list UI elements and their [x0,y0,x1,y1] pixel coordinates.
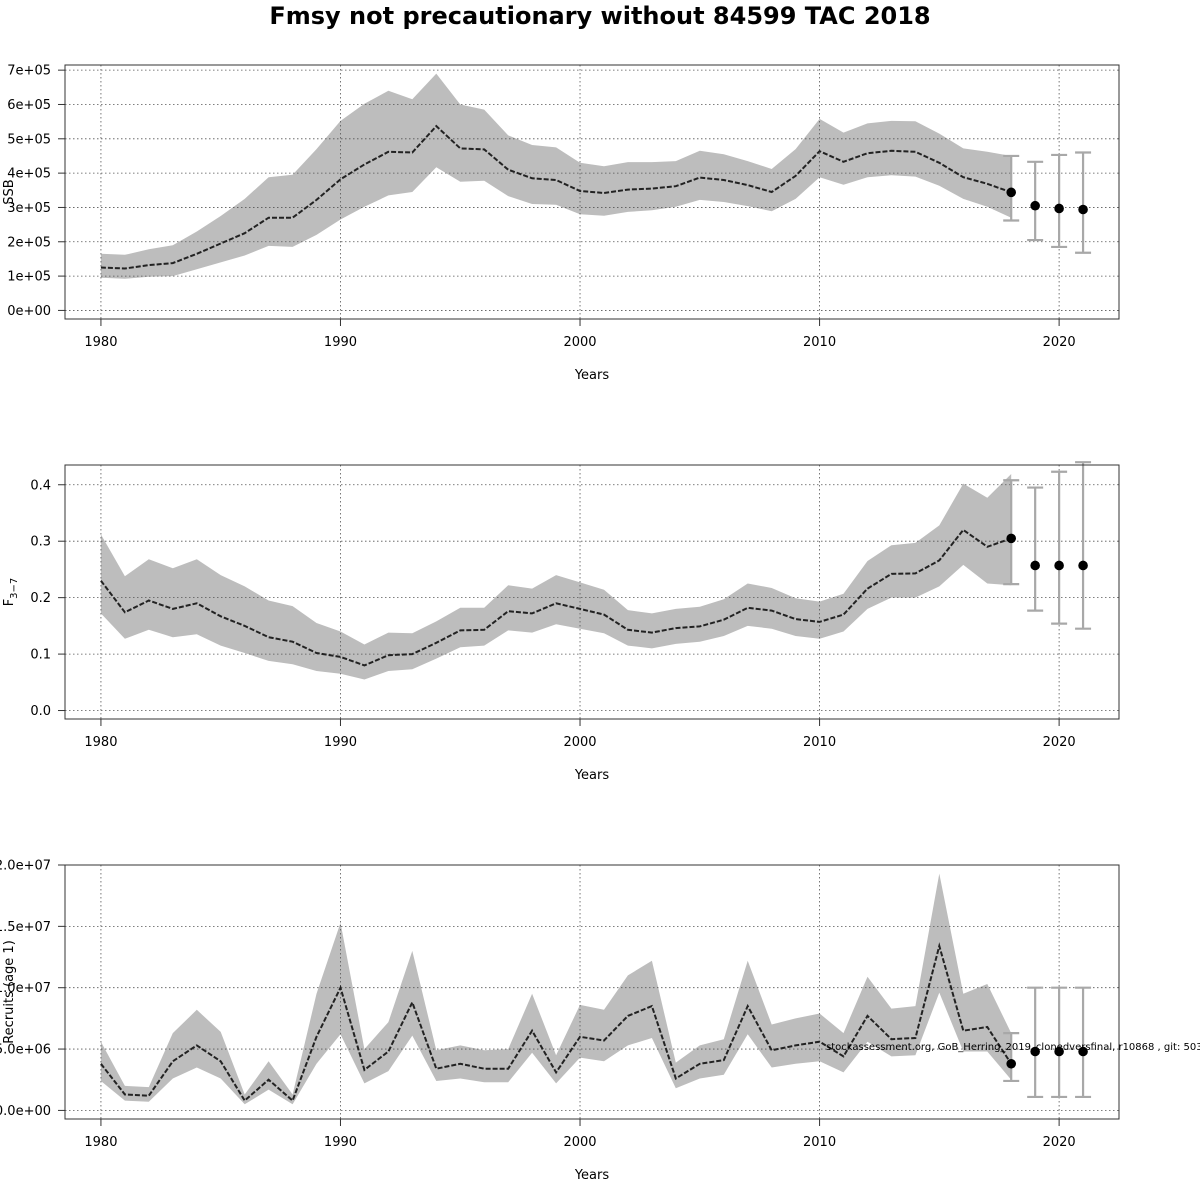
x-tick-label: 2000 [563,735,596,750]
y-tick-label: 3e+05 [7,201,51,216]
plot-frame [64,864,1120,1120]
x-axis-label: Years [574,768,610,783]
y-axis-label: SSB [2,179,17,204]
estimate-line [100,528,1012,667]
x-tick-label: 2020 [1043,1135,1076,1150]
y-tick-label: 0.2 [30,591,51,606]
confidence-band [100,73,1012,279]
y-tick-label: 5.0e+06 [0,1043,51,1058]
x-tick-label: 1980 [84,735,117,750]
confidence-band [100,873,1012,1105]
x-tick-label: 2020 [1043,335,1076,350]
y-axis-label: F3−7 [2,578,20,607]
forecast-point [1030,1046,1040,1057]
y-tick-label: 0e+00 [7,304,51,319]
plot-frame [64,64,1120,320]
x-tick-label: 1990 [324,1135,357,1150]
x-tick-label: 1990 [324,335,357,350]
forecast-point [1054,203,1064,214]
footnote: stockassessment.org, GoB_Herring_2019_cl… [826,1042,1200,1053]
forecast-point [1006,533,1017,544]
forecast-point [1078,204,1088,215]
x-tick-label: 1980 [84,335,117,350]
forecast-point [1054,1046,1064,1057]
x-tick-label: 2010 [803,335,836,350]
forecast-point [1006,1058,1017,1069]
x-tick-label: 2010 [803,735,836,750]
y-tick-label: 0.0e+00 [0,1104,51,1119]
x-axis-label: Years [574,368,610,383]
y-axis-label-subscript: 3−7 [9,578,20,599]
y-axis-label-text: Recruits (age 1) [2,940,17,1044]
forecast-point [1006,187,1017,198]
fbar-panel: 1980 1990 2000 2010 2020 0.0 0.1 0.2 0.3 0.4 Years… [2,461,1120,783]
y-tick-label: 1e+05 [7,270,51,285]
y-tick-label: 0.3 [30,535,51,550]
y-axis-label-text: SSB [2,179,17,204]
x-tick-label: 1980 [84,1135,117,1150]
y-tick-label: 0.0 [30,704,51,719]
y-tick-label: 1.5e+07 [0,920,51,935]
y-tick-label: 6e+05 [7,98,51,113]
forecast-point [1030,560,1040,571]
x-tick-label: 2020 [1043,735,1076,750]
y-tick-label: 4e+05 [7,167,51,182]
y-tick-label: 0.1 [30,648,51,663]
forecast-point [1030,200,1040,211]
forecast-point [1078,1046,1088,1057]
y-tick-label: 2.0e+07 [0,859,51,874]
y-axis-label: Recruits (age 1) [2,940,17,1044]
ssb-panel: 1980 1990 2000 2010 2020 0e+00 1e+05 2e+05 3e+05… [2,64,1120,383]
y-tick-label: 5e+05 [7,132,51,147]
forecast-point [1078,560,1088,571]
y-tick-label: 1.0e+07 [0,981,51,996]
x-tick-label: 2010 [803,1135,836,1150]
y-axis-label-text: F [2,599,17,606]
chart-title: Fmsy not precautionary without 84599 TAC… [269,2,930,30]
y-tick-label: 0.4 [30,478,51,493]
recruits-panel: 1980 1990 2000 2010 2020 0.0e+00 5.0e+06 1.0e+0… [0,859,1120,1183]
estimate-line [100,124,1012,270]
plot-frame [64,464,1120,720]
x-tick-label: 1990 [324,735,357,750]
estimate-line [100,942,1013,1103]
confidence-band [100,474,1012,680]
y-tick-label: 7e+05 [7,64,51,79]
forecast-point [1054,560,1064,571]
x-axis-label: Years [574,1168,610,1183]
y-tick-label: 2e+05 [7,235,51,250]
x-tick-label: 2000 [563,1135,596,1150]
x-tick-label: 2000 [563,335,596,350]
